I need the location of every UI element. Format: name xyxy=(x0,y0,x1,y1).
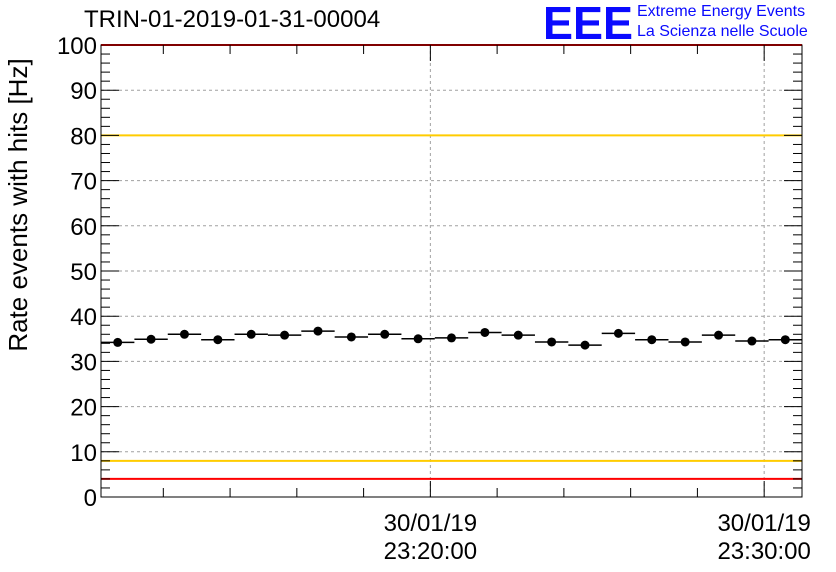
data-point xyxy=(680,337,690,347)
data-point xyxy=(780,335,790,345)
y-tick-label: 70 xyxy=(70,169,97,196)
data-point xyxy=(480,327,490,337)
x-tick-label-time: 23:20:00 xyxy=(384,538,477,565)
reference-lines xyxy=(101,44,802,480)
axis-ticks xyxy=(101,44,802,498)
tick-labels: 010203040506070809010030/01/1923:20:0030… xyxy=(57,33,811,565)
y-tick-label: 30 xyxy=(70,349,97,376)
data-point xyxy=(613,328,623,338)
data-points xyxy=(101,326,802,350)
data-point xyxy=(580,340,590,350)
logo-text: Extreme Energy Events La Scienza nelle S… xyxy=(637,2,808,42)
data-point xyxy=(246,329,256,339)
data-point xyxy=(380,329,390,339)
data-point xyxy=(313,326,323,336)
data-point xyxy=(179,329,189,339)
data-point xyxy=(747,336,757,346)
y-tick-label: 0 xyxy=(84,485,97,512)
logo-line-1: Extreme Energy Events xyxy=(637,3,806,20)
y-tick-label: 100 xyxy=(57,33,97,60)
x-tick-label-date: 30/01/19 xyxy=(384,510,477,537)
y-tick-label: 80 xyxy=(70,123,97,150)
eee-logo-icon: EEE xyxy=(543,2,633,44)
y-tick-label: 20 xyxy=(70,395,97,422)
y-tick-label: 10 xyxy=(70,440,97,467)
logo-line-2: La Scienza nelle Scuole xyxy=(637,23,808,40)
y-tick-label: 50 xyxy=(70,259,97,286)
data-point xyxy=(346,332,356,342)
data-point xyxy=(146,334,156,344)
data-point xyxy=(513,330,523,340)
data-point xyxy=(547,337,557,347)
x-tick-label-date: 30/01/19 xyxy=(717,510,810,537)
data-point xyxy=(213,335,223,345)
logo-mark: EEE xyxy=(543,2,633,44)
chart-title: TRIN-01-2019-01-31-00004 xyxy=(84,6,381,33)
data-point xyxy=(447,333,456,343)
data-point xyxy=(647,335,657,345)
data-point xyxy=(413,334,423,344)
data-point xyxy=(280,330,290,340)
x-tick-label-time: 23:30:00 xyxy=(717,538,810,565)
data-point xyxy=(113,337,123,347)
grid xyxy=(101,45,802,497)
y-tick-label: 90 xyxy=(70,78,97,105)
y-tick-label: 40 xyxy=(70,304,97,331)
y-axis-label: Rate events with hits [Hz] xyxy=(3,58,33,352)
y-tick-label: 60 xyxy=(70,214,97,241)
data-point xyxy=(714,330,724,340)
